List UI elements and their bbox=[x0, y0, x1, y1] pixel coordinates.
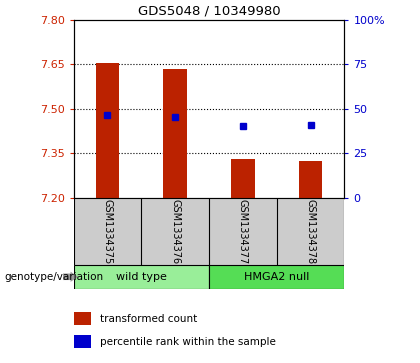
Text: HMGA2 null: HMGA2 null bbox=[244, 272, 310, 282]
Bar bbox=[74, 335, 91, 348]
Text: GSM1334377: GSM1334377 bbox=[238, 199, 248, 264]
Text: GSM1334375: GSM1334375 bbox=[102, 199, 113, 264]
Bar bbox=[95, 63, 119, 198]
Text: wild type: wild type bbox=[116, 272, 167, 282]
Bar bbox=[299, 161, 323, 198]
Text: GSM1334376: GSM1334376 bbox=[170, 199, 180, 264]
Bar bbox=[231, 159, 255, 198]
Bar bbox=[74, 312, 91, 325]
Bar bbox=[74, 265, 209, 289]
Title: GDS5048 / 10349980: GDS5048 / 10349980 bbox=[138, 4, 280, 17]
Bar bbox=[163, 69, 187, 198]
Text: transformed count: transformed count bbox=[100, 314, 197, 324]
Text: genotype/variation: genotype/variation bbox=[4, 272, 103, 282]
Text: GSM1334378: GSM1334378 bbox=[305, 199, 315, 264]
Bar bbox=[209, 265, 344, 289]
Text: percentile rank within the sample: percentile rank within the sample bbox=[100, 337, 276, 347]
